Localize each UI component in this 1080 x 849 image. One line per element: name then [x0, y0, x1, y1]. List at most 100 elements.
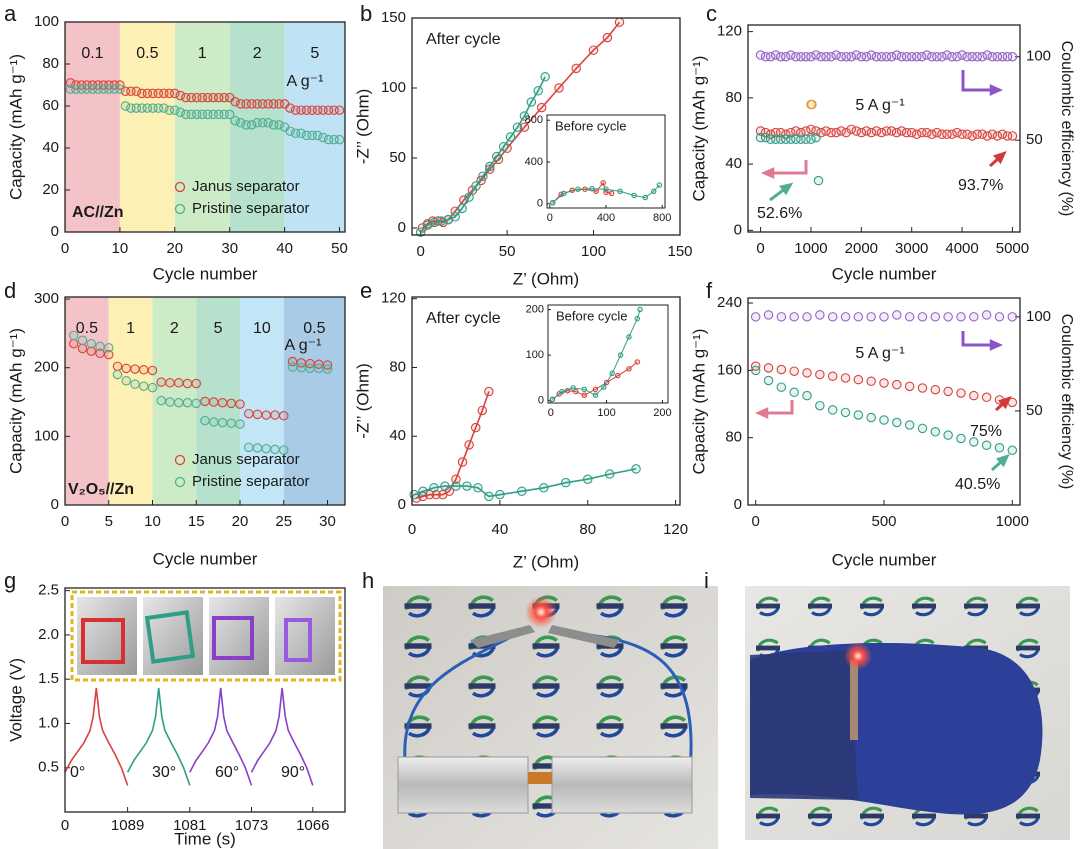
x-tick-label: 0: [547, 212, 553, 224]
data-point: [765, 134, 776, 145]
region-label: 10: [253, 320, 271, 337]
data-point: [879, 312, 889, 322]
annotation: 52.6%: [757, 205, 802, 222]
logo-mark: [1016, 813, 1040, 819]
logo-mark: [660, 683, 688, 689]
data-point: [937, 51, 947, 62]
data-point: [879, 415, 889, 425]
data-point: [815, 400, 825, 411]
data-point: [821, 51, 831, 62]
data-point: [927, 129, 937, 140]
data-point: [892, 417, 902, 428]
x-tick-label: 15: [188, 513, 205, 530]
arrow-head: [992, 150, 1007, 165]
x-tick-label: 120: [663, 521, 688, 538]
data-point: [549, 396, 556, 403]
data-point: [791, 134, 801, 145]
data-point: [165, 397, 175, 407]
x-tick-label: 30: [221, 240, 238, 257]
data-point: [967, 131, 977, 141]
data-point: [1007, 312, 1018, 322]
plot-background: [748, 298, 1020, 505]
y-tick-label: 120: [717, 23, 742, 40]
annotation: 5 A g⁻¹: [855, 345, 904, 362]
y-tick-label: 0: [398, 219, 406, 236]
x-tick-label: 0: [548, 407, 554, 419]
logo-mark: [468, 603, 496, 609]
logo-mark: [532, 723, 560, 729]
data-point: [570, 385, 576, 391]
data-point: [796, 51, 806, 62]
data-point: [816, 51, 826, 62]
arrow-head: [995, 453, 1010, 468]
annotation: 30°: [152, 764, 176, 781]
logo-mark: [860, 813, 884, 819]
data-point: [802, 368, 812, 378]
data-point: [235, 118, 246, 128]
data-point: [917, 383, 928, 393]
x-tick-label: 1073: [235, 817, 268, 834]
data-point: [943, 386, 953, 397]
data-point: [840, 312, 851, 322]
data-point: [603, 186, 609, 192]
data-point: [617, 188, 623, 195]
plot-frame: [64, 587, 346, 813]
data-point: [235, 399, 245, 409]
logo-mark: [596, 603, 624, 609]
y-tick-label: 200: [34, 359, 59, 376]
data-point: [904, 381, 915, 392]
cell-tab: [528, 772, 552, 784]
bend-photo: [209, 597, 269, 675]
data-point: [539, 483, 549, 493]
data-point: [86, 346, 97, 356]
x-tick-label: 3000: [895, 240, 928, 257]
data-point: [763, 363, 774, 373]
arrow-shaft: [770, 160, 808, 175]
data-point: [86, 338, 97, 349]
region-label: 1: [198, 45, 207, 62]
x-tick-label: 2000: [845, 240, 878, 257]
data-point: [836, 51, 846, 62]
legend-marker: [174, 181, 186, 193]
data-point: [755, 132, 766, 143]
x-tick-label: 1089: [111, 817, 144, 834]
data-point: [801, 51, 811, 62]
data-point: [866, 412, 876, 423]
arrow-head: [989, 339, 1003, 351]
data-point: [559, 388, 565, 395]
data-point: [77, 335, 88, 345]
arrow-head: [761, 167, 775, 179]
y-tick-label: 150: [381, 9, 406, 26]
data-point: [263, 118, 273, 128]
data-point: [533, 86, 543, 96]
data-point: [457, 203, 467, 214]
data-point: [451, 481, 461, 491]
annotation: After cycle: [426, 310, 501, 327]
arrow-head: [755, 407, 769, 419]
data-point: [175, 90, 186, 101]
data-point: [1007, 131, 1018, 141]
data-point: [131, 86, 142, 97]
data-point: [992, 51, 1003, 62]
data-point: [285, 103, 295, 113]
region-label: 0.1: [81, 45, 103, 62]
x-axis-label: Time (s): [174, 829, 236, 848]
arrow-head: [989, 84, 1003, 96]
data-point: [770, 134, 781, 145]
data-point: [165, 378, 175, 388]
data-point: [760, 132, 771, 143]
y-tick-label: 100: [381, 79, 406, 96]
bend-marker: [144, 610, 196, 664]
data-point: [942, 50, 952, 60]
plot-frame: [546, 114, 666, 209]
data-point: [786, 127, 796, 138]
y-axis-label: Voltage (V): [6, 658, 25, 742]
data-point: [287, 362, 298, 372]
data-point: [851, 126, 862, 136]
logo-mark: [660, 603, 688, 609]
data-point: [278, 411, 289, 421]
y2-axis-label: Coulombic efficiency (%): [1058, 41, 1075, 217]
panel-label: g: [4, 568, 16, 593]
x-tick-label: 25: [275, 513, 292, 530]
data-point: [477, 405, 488, 416]
